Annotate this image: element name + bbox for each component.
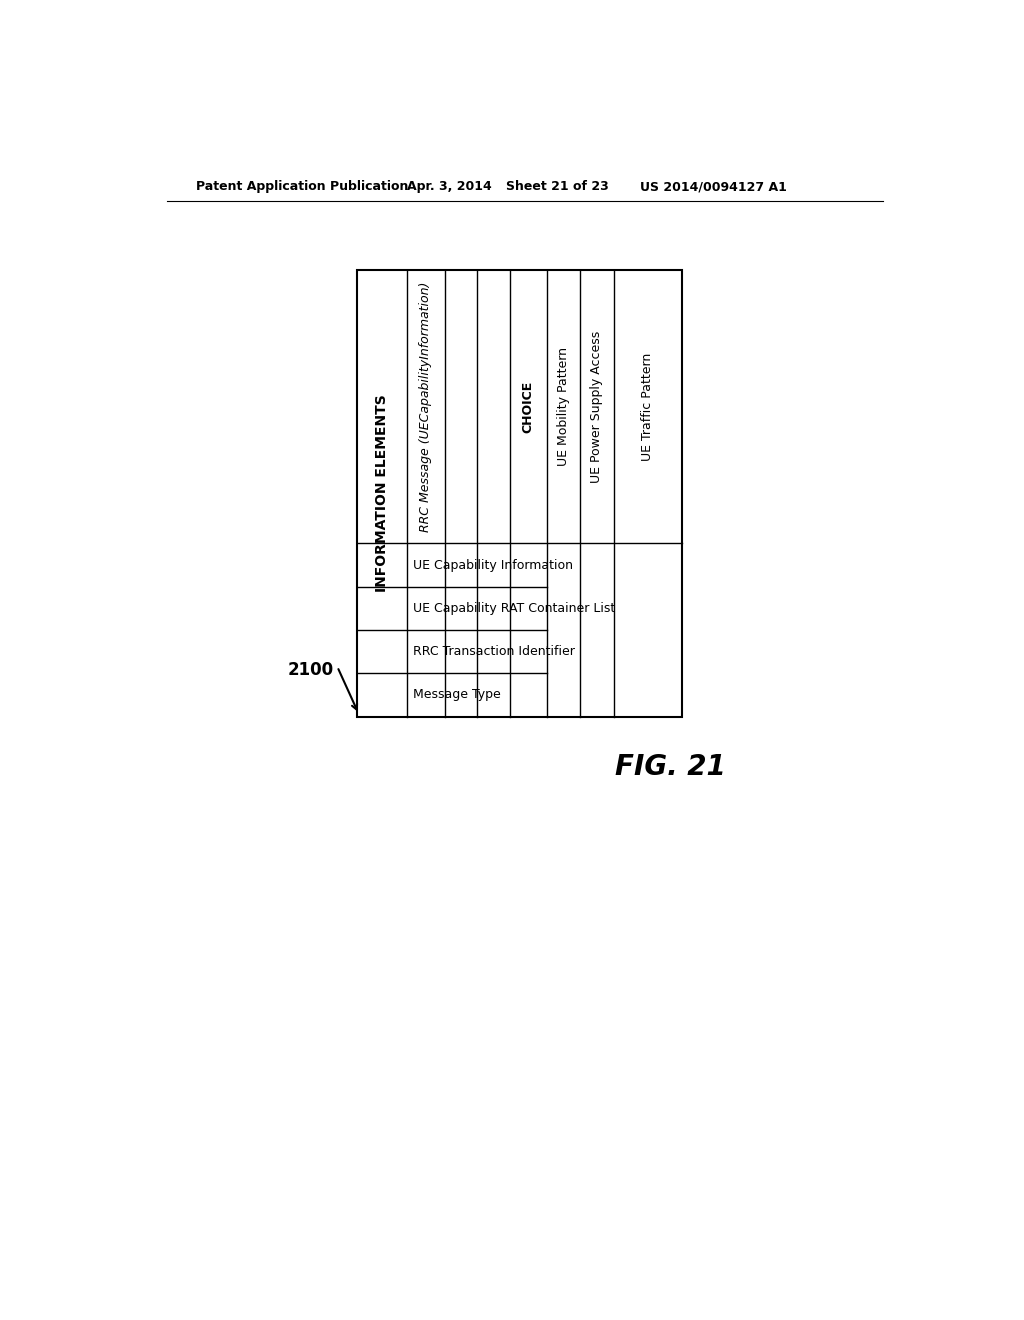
Text: INFORMATION ELEMENTS: INFORMATION ELEMENTS — [375, 395, 389, 593]
Text: UE Mobility Pattern: UE Mobility Pattern — [557, 347, 569, 466]
Text: UE Power Supply Access: UE Power Supply Access — [590, 330, 603, 483]
Text: Message Type: Message Type — [414, 689, 501, 701]
Text: UE Capability Information: UE Capability Information — [414, 558, 573, 572]
Text: Patent Application Publication: Patent Application Publication — [197, 181, 409, 194]
Text: UE Traffic Pattern: UE Traffic Pattern — [641, 352, 654, 461]
Text: RRC Transaction Identifier: RRC Transaction Identifier — [414, 645, 575, 659]
Bar — [356, 271, 682, 717]
Text: Sheet 21 of 23: Sheet 21 of 23 — [506, 181, 609, 194]
Text: FIG. 21: FIG. 21 — [615, 752, 726, 780]
Text: UE Capability RAT Container List: UE Capability RAT Container List — [414, 602, 615, 615]
Text: US 2014/0094127 A1: US 2014/0094127 A1 — [640, 181, 786, 194]
Text: 2100: 2100 — [288, 661, 334, 680]
Text: RRC Message (UECapabilityInformation): RRC Message (UECapabilityInformation) — [419, 281, 432, 532]
Text: CHOICE: CHOICE — [522, 380, 535, 433]
Text: Apr. 3, 2014: Apr. 3, 2014 — [407, 181, 492, 194]
